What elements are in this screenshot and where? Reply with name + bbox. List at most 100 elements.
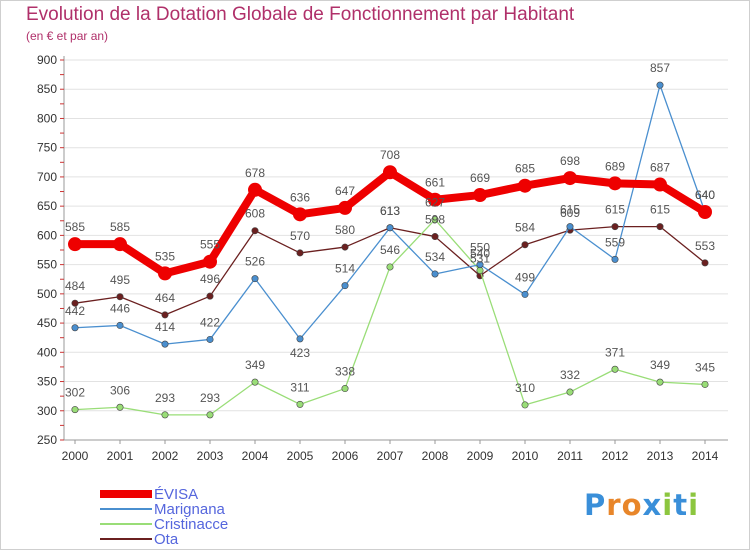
data-label: 698 xyxy=(560,154,580,168)
chart-title: Evolution de la Dotation Globale de Fonc… xyxy=(26,4,575,25)
data-point xyxy=(656,223,664,231)
data-label: 496 xyxy=(200,272,220,286)
data-point xyxy=(611,223,619,231)
data-label: 423 xyxy=(290,346,310,360)
data-point xyxy=(386,263,394,271)
data-point xyxy=(341,243,349,251)
data-point xyxy=(296,400,304,408)
data-point xyxy=(296,249,304,257)
data-point xyxy=(521,290,529,298)
data-label: 615 xyxy=(560,203,580,217)
data-point xyxy=(206,335,214,343)
legend-swatch xyxy=(100,538,152,540)
data-point xyxy=(566,223,574,231)
legend-swatch xyxy=(100,523,152,525)
data-label: 345 xyxy=(695,360,715,374)
data-point xyxy=(203,254,217,269)
data-point xyxy=(611,255,619,263)
data-label: 495 xyxy=(110,273,130,287)
data-point xyxy=(71,406,79,414)
data-point xyxy=(251,275,259,283)
legend-label: Ota xyxy=(154,531,179,548)
data-point xyxy=(566,388,574,396)
chart-subtitle: (en € et par an) xyxy=(26,29,109,43)
data-point xyxy=(71,299,79,307)
data-label: 332 xyxy=(560,368,580,382)
data-label: 609 xyxy=(560,206,580,220)
data-point xyxy=(248,182,262,197)
data-label: 310 xyxy=(515,381,535,395)
data-label: 640 xyxy=(695,188,715,202)
x-tick-label: 2003 xyxy=(197,449,224,463)
data-label: 446 xyxy=(110,301,130,315)
data-point xyxy=(656,81,664,89)
data-label: 584 xyxy=(515,221,535,235)
x-tick-label: 2005 xyxy=(287,449,314,463)
data-label: 464 xyxy=(155,291,175,305)
data-label: 647 xyxy=(335,184,355,198)
data-label: 349 xyxy=(245,358,265,372)
data-point xyxy=(476,261,484,269)
data-label: 627 xyxy=(425,196,445,210)
data-point xyxy=(431,270,439,278)
data-point xyxy=(113,237,127,252)
x-tick-label: 2000 xyxy=(62,449,89,463)
data-label: 678 xyxy=(245,166,265,180)
data-point xyxy=(161,340,169,348)
data-point xyxy=(116,403,124,411)
x-tick-label: 2014 xyxy=(692,449,719,463)
y-tick-label: 400 xyxy=(37,345,57,359)
y-tick-label: 250 xyxy=(37,433,57,447)
logo-letter: x xyxy=(642,488,663,522)
data-point xyxy=(656,378,664,386)
x-tick-label: 2012 xyxy=(602,449,629,463)
logo-letter: o xyxy=(621,488,643,522)
data-label: 580 xyxy=(335,223,355,237)
data-label: 687 xyxy=(650,161,670,175)
y-tick-label: 450 xyxy=(37,316,57,330)
data-point xyxy=(521,241,529,249)
data-point xyxy=(116,321,124,329)
data-point xyxy=(563,171,577,186)
proxiti-logo: Proxiti xyxy=(584,488,699,522)
data-label: 640 xyxy=(695,188,715,202)
y-tick-label: 550 xyxy=(37,258,57,272)
data-label: 615 xyxy=(605,203,625,217)
data-label: 311 xyxy=(290,380,309,394)
data-label: 669 xyxy=(470,171,490,185)
data-point xyxy=(296,335,304,343)
data-label: 499 xyxy=(515,270,535,284)
logo-letter: P xyxy=(584,488,607,522)
logo-letter: i xyxy=(688,488,700,522)
data-label: 422 xyxy=(200,315,220,329)
data-point xyxy=(431,216,439,224)
data-point xyxy=(428,192,442,207)
data-point xyxy=(476,266,484,274)
data-label: 306 xyxy=(110,383,130,397)
y-tick-label: 500 xyxy=(37,287,57,301)
y-tick-label: 850 xyxy=(37,82,57,96)
data-point xyxy=(698,205,712,219)
data-label: 293 xyxy=(155,391,175,405)
data-label: 555 xyxy=(200,238,220,252)
data-label: 685 xyxy=(515,162,535,176)
data-label: 559 xyxy=(605,235,625,249)
y-tick-label: 800 xyxy=(37,111,57,125)
data-point xyxy=(251,227,259,235)
data-label: 371 xyxy=(605,345,625,359)
data-label: 585 xyxy=(65,220,85,234)
data-label: 531 xyxy=(470,252,490,266)
data-label: 857 xyxy=(650,61,670,75)
legend-label: Marignana xyxy=(154,501,225,518)
data-label: 553 xyxy=(695,239,715,253)
data-label: 546 xyxy=(380,243,400,257)
data-point xyxy=(701,259,709,267)
data-label: 585 xyxy=(110,220,130,234)
data-point xyxy=(161,411,169,419)
x-tick-label: 2010 xyxy=(512,449,539,463)
logo-letter: r xyxy=(606,488,622,522)
data-label: 293 xyxy=(200,391,220,405)
data-label: 535 xyxy=(155,249,175,263)
